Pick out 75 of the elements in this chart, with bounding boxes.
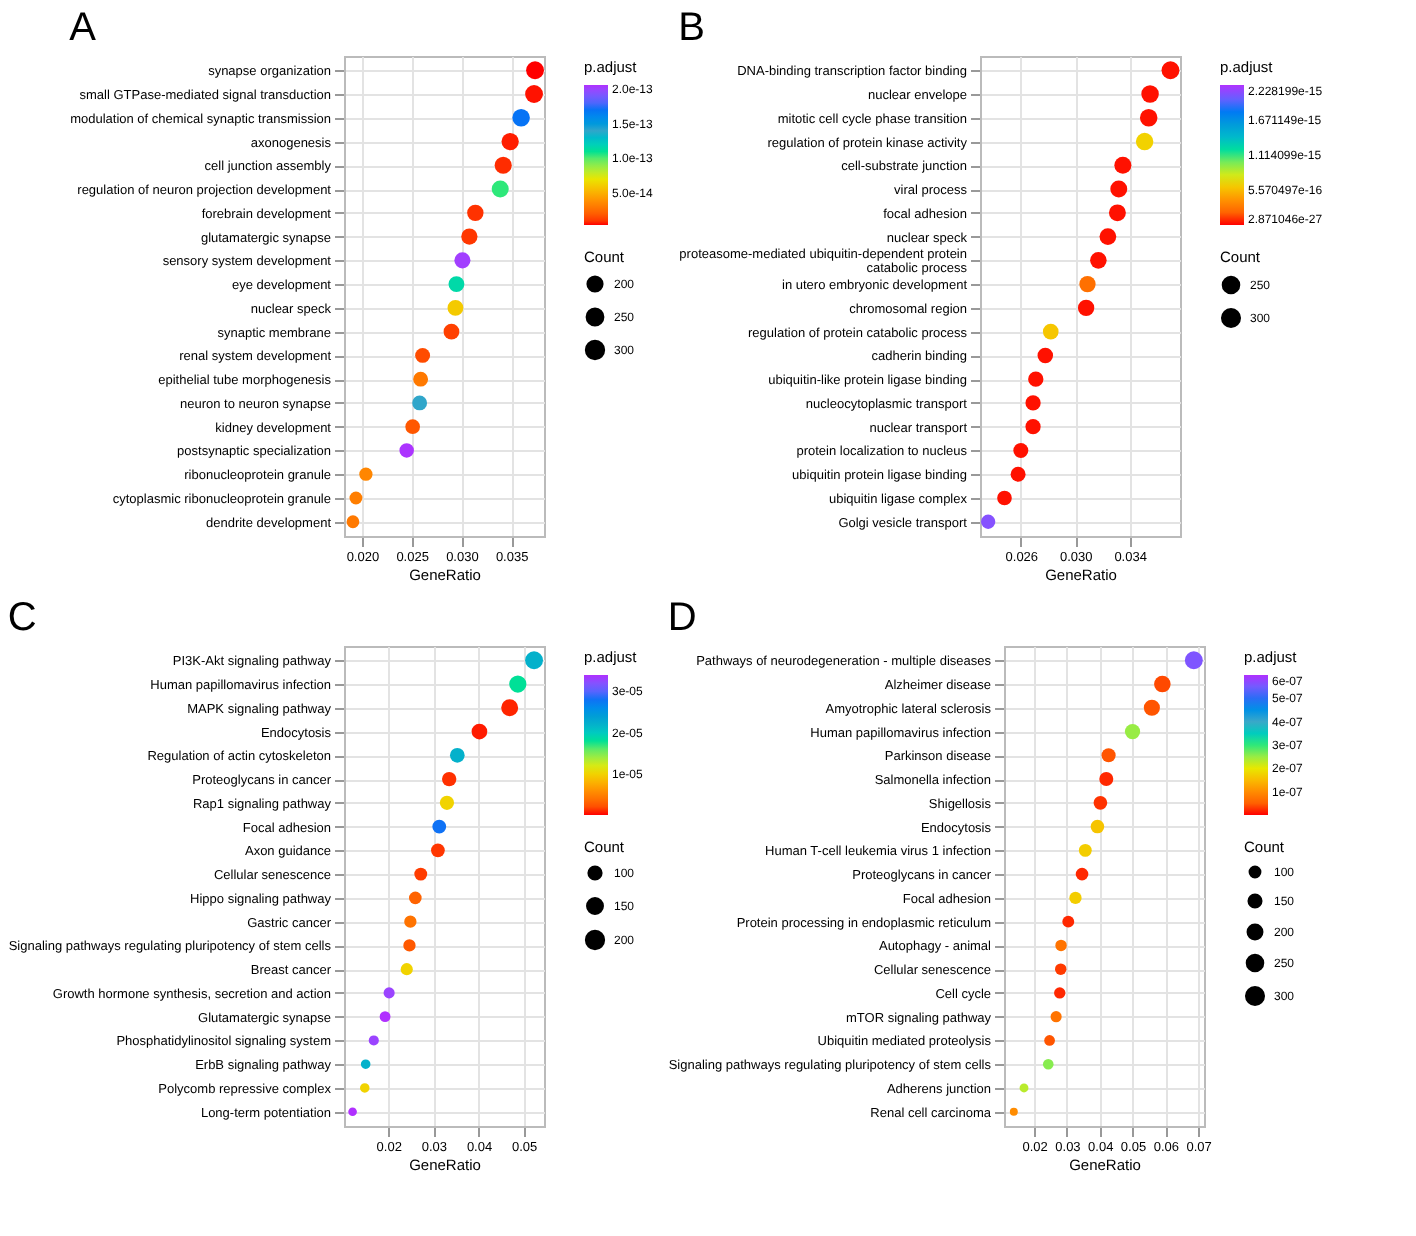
point [1099, 228, 1117, 245]
point [454, 252, 471, 269]
point [404, 915, 417, 928]
point [1055, 939, 1067, 952]
chart-title: A [69, 6, 98, 50]
point [1078, 843, 1092, 857]
point [379, 1011, 391, 1023]
point [1028, 371, 1044, 387]
point [1108, 204, 1126, 222]
point [1062, 915, 1075, 928]
point [1090, 252, 1107, 269]
point [512, 109, 530, 127]
point [997, 490, 1012, 506]
point [467, 204, 484, 222]
point [501, 132, 519, 151]
point [1161, 61, 1180, 80]
point [471, 723, 488, 740]
point [1124, 723, 1141, 740]
point [1114, 156, 1132, 174]
point [1037, 347, 1054, 364]
point [399, 443, 414, 458]
point [1135, 132, 1154, 151]
point [448, 276, 465, 293]
point [1055, 963, 1067, 975]
point [1044, 1035, 1055, 1046]
point [447, 299, 464, 316]
point [383, 987, 395, 999]
point [349, 491, 363, 505]
point [526, 61, 544, 80]
point [461, 228, 478, 245]
point [981, 514, 996, 529]
point [1099, 772, 1114, 787]
point [443, 323, 460, 340]
point [1025, 395, 1041, 411]
point [439, 795, 455, 810]
point [494, 156, 512, 174]
point [1143, 699, 1160, 716]
point [1141, 85, 1159, 103]
point [413, 371, 429, 387]
point [1139, 109, 1158, 127]
point [1010, 466, 1026, 482]
point [525, 85, 543, 103]
point [491, 180, 509, 198]
point [1075, 867, 1089, 881]
text: D [667, 596, 697, 640]
point [1079, 275, 1096, 293]
point [1042, 323, 1059, 340]
point [359, 467, 373, 481]
point [1110, 180, 1128, 198]
point [1042, 1058, 1054, 1070]
point [403, 939, 416, 952]
point [1077, 299, 1095, 317]
point [405, 419, 420, 435]
point [1054, 987, 1066, 999]
point [1090, 819, 1105, 834]
point [449, 747, 465, 763]
point [360, 1059, 371, 1070]
point [1101, 748, 1116, 763]
point [346, 515, 360, 529]
point [409, 891, 422, 905]
point [1093, 796, 1108, 810]
point [368, 1035, 379, 1046]
point [431, 843, 445, 858]
point [432, 819, 447, 834]
point [1069, 891, 1082, 905]
chart-title: B [678, 6, 706, 50]
point [414, 867, 428, 881]
text: C [7, 596, 37, 640]
point [442, 771, 457, 787]
point [415, 347, 431, 363]
point [1050, 1011, 1062, 1023]
point [400, 963, 413, 976]
point [412, 395, 428, 411]
point [1013, 442, 1029, 458]
point [1025, 419, 1041, 435]
